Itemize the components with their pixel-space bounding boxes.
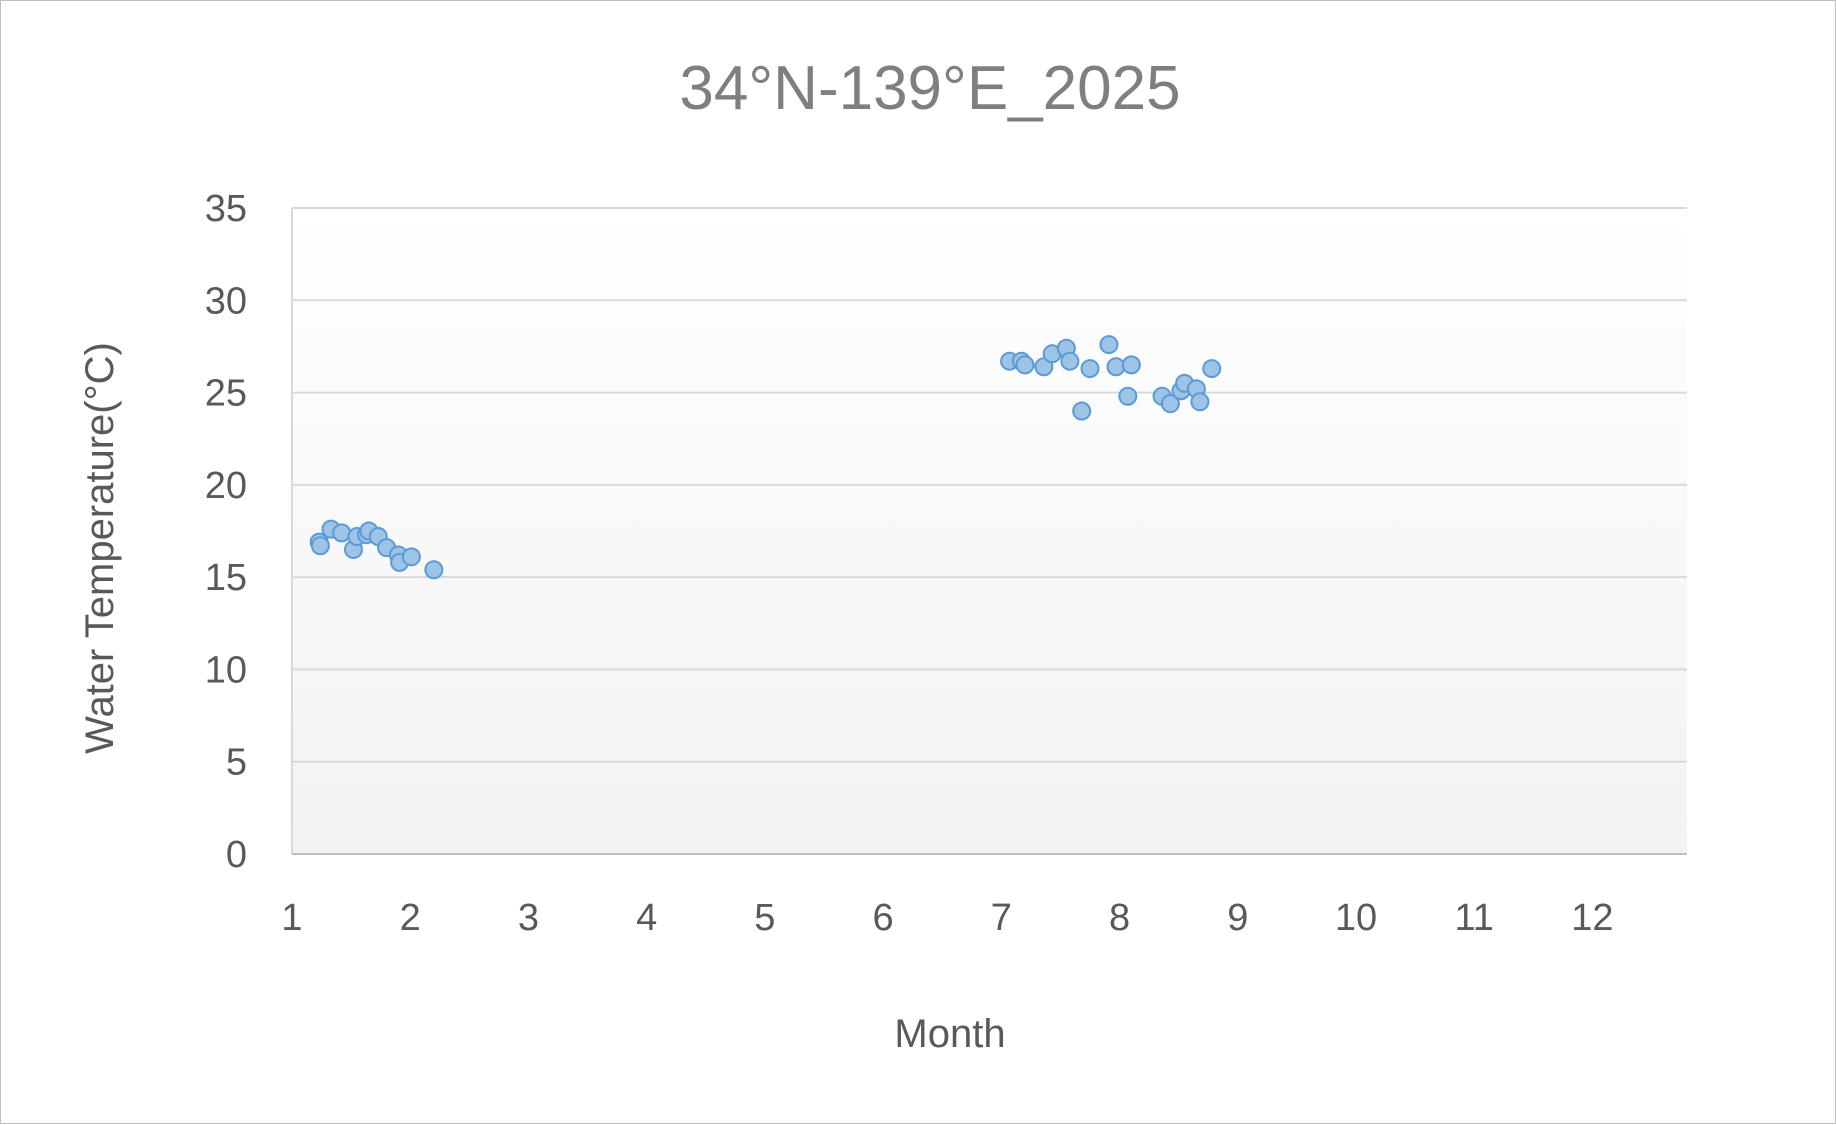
data-point [401, 547, 421, 567]
data-point [332, 523, 352, 543]
data-point [1121, 355, 1141, 375]
y-axis-label: Water Temperature(°C) [78, 342, 122, 754]
data-point [1118, 386, 1138, 406]
data-point [424, 560, 444, 580]
axes [291, 208, 1687, 855]
x-tick-label: 3 [518, 897, 539, 939]
y-tick-label: 15 [205, 557, 247, 599]
x-tick-label: 6 [873, 897, 894, 939]
x-axis-label: Month [894, 1012, 1005, 1056]
x-tick-label: 7 [991, 897, 1012, 939]
data-point [1190, 392, 1210, 412]
data-point [1160, 394, 1180, 414]
y-tick-label: 25 [205, 373, 247, 415]
y-tick-labels: 0 5 10 15 20 25 30 35 [205, 188, 247, 876]
x-tick-label: 4 [636, 897, 657, 939]
data-point [310, 536, 330, 556]
y-tick-label: 5 [226, 742, 247, 784]
x-tick-label: 5 [754, 897, 775, 939]
x-tick-label: 9 [1227, 897, 1248, 939]
data-point [1015, 355, 1035, 375]
x-tick-label: 10 [1335, 897, 1377, 939]
plot-area [292, 208, 1687, 854]
data-point [1202, 359, 1222, 379]
y-tick-label: 30 [205, 280, 247, 322]
data-point [1072, 401, 1092, 421]
data-point [1060, 351, 1080, 371]
x-tick-label: 12 [1571, 897, 1613, 939]
data-point [1106, 357, 1126, 377]
y-tick-label: 35 [205, 188, 247, 230]
data-points [309, 335, 1222, 580]
data-point [1099, 335, 1119, 355]
x-tick-label: 1 [281, 897, 302, 939]
y-tick-label: 20 [205, 465, 247, 507]
y-tick-label: 0 [226, 834, 247, 876]
x-tick-label: 11 [1454, 897, 1493, 939]
x-tick-label: 8 [1109, 897, 1130, 939]
x-tick-label: 2 [400, 897, 421, 939]
y-tick-label: 10 [205, 649, 247, 691]
x-tick-labels: 1 2 3 4 5 6 7 8 9 10 11 12 [281, 897, 1613, 939]
data-point [1080, 359, 1100, 379]
chart-title: 34°N-139°E_2025 [679, 54, 1180, 123]
gridlines [292, 207, 1687, 763]
